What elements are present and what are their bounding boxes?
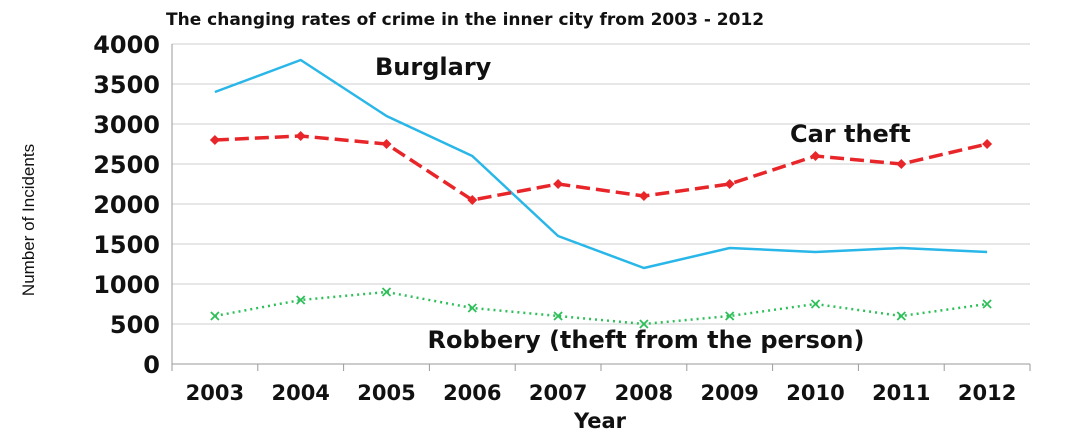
x-tick-labels: 2003 2004 2005 2006 2007 2008 2009 2010 2011 2012 [186,381,1017,405]
data-point [982,299,992,309]
data-point [896,311,906,321]
data-point [896,159,907,169]
axes [171,44,1031,371]
series-line-1 [214,134,988,202]
y-tick-label: 2000 [93,191,160,219]
series-line-0 [214,58,988,270]
series-line-2 [214,290,988,326]
x-tick-label: 2005 [357,381,415,405]
data-point [982,139,993,149]
x-tick-label: 2008 [615,381,673,405]
data-point [810,151,821,161]
data-point [810,299,821,309]
series-label-2: Robbery (theft from the person) [428,326,865,354]
data-point [381,287,392,297]
data-point [725,311,735,321]
data-point [381,139,392,149]
data-point [724,179,735,189]
x-tick-label: 2012 [958,381,1016,405]
series-label-1: Car theft [790,120,911,148]
data-point [638,191,649,201]
y-tick-label: 2500 [93,151,160,179]
data-point [467,303,477,313]
series-labels: Burglary Car theft Robbery (theft from the… [375,53,911,354]
x-tick-label: 2007 [529,381,587,405]
grid-lines [172,43,1030,365]
x-axis-label: Year [573,409,627,433]
y-tick-labels: 0 500 1000 1500 2000 2500 3000 3500 4000 [93,31,160,379]
x-tick-label: 2010 [786,381,844,405]
chart-title: The changing rates of crime in the inner… [166,10,764,30]
y-tick-label: 3000 [93,111,160,139]
y-tick-label: 500 [110,311,160,339]
x-tick-label: 2009 [700,381,758,405]
x-tick-label: 2011 [872,381,930,405]
x-tick-label: 2006 [443,381,501,405]
y-tick-label: 4000 [93,31,160,59]
x-tick-label: 2004 [271,381,329,405]
data-point [295,131,306,141]
y-axis-label: Number of Incidents [19,144,38,296]
series-lines [214,58,988,326]
series-markers [209,59,993,329]
data-point [467,195,478,205]
y-tick-label: 0 [143,351,160,379]
y-tick-label: 1000 [93,271,160,299]
data-point [210,311,220,321]
data-point [296,295,306,305]
data-point [209,135,220,145]
data-point [553,179,564,189]
series-label-0: Burglary [375,53,492,81]
data-point [553,311,563,321]
data-point [639,319,649,329]
y-tick-label: 3500 [93,71,160,99]
y-tick-label: 1500 [93,231,160,259]
x-tick-label: 2003 [186,381,244,405]
